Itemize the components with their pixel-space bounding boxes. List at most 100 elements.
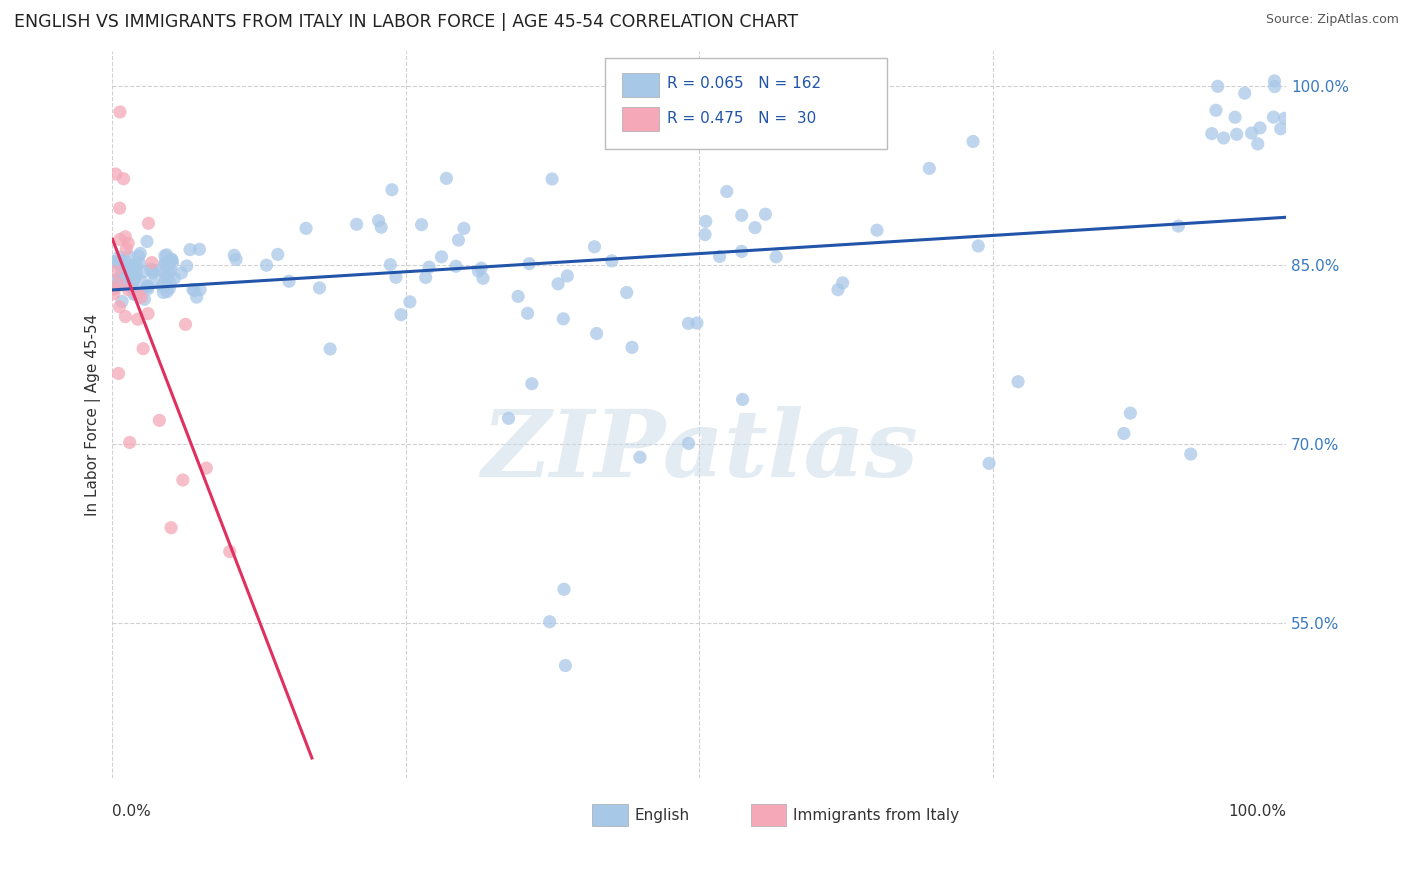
Text: Immigrants from Italy: Immigrants from Italy [793,808,959,822]
Point [104,167,127,181]
Point [183,284,205,298]
Point [162,256,184,270]
Point [108,271,131,285]
Point [470,261,492,276]
Point [176,259,198,273]
Point [418,260,440,274]
Point [1205,103,1227,118]
Point [155,273,177,287]
Point [134,293,156,307]
Point [121,260,143,274]
Point [155,248,177,262]
Point [108,250,131,264]
Point [104,264,127,278]
FancyBboxPatch shape [606,58,887,149]
Point [112,171,135,186]
Point [179,243,201,257]
Point [117,283,139,297]
Point [172,473,194,487]
Point [188,283,211,297]
Point [132,264,155,278]
Point [444,260,467,274]
Point [188,243,211,257]
Point [181,282,204,296]
Point [295,221,318,235]
Point [186,290,208,304]
Point [118,261,141,276]
Point [128,249,150,263]
Point [118,435,141,450]
Point [962,135,984,149]
Point [1206,79,1229,94]
Point [621,340,644,354]
Point [616,285,638,300]
Point [730,244,752,259]
Point [918,161,941,176]
Point [152,285,174,300]
Point [447,233,470,247]
Point [157,266,180,280]
Point [678,436,700,450]
Point [128,256,150,270]
Point [370,220,392,235]
Point [114,253,136,268]
Point [174,318,197,332]
Point [115,260,138,274]
Point [731,208,754,222]
Point [142,276,165,290]
Point [411,218,433,232]
Point [124,268,146,283]
Point [120,276,142,290]
FancyBboxPatch shape [751,805,786,826]
Point [628,450,651,465]
Point [155,256,177,270]
Point [148,413,170,427]
Point [1226,128,1249,142]
Point [136,279,159,293]
Point [155,271,177,285]
Point [389,308,412,322]
Point [115,271,138,285]
Point [125,286,148,301]
Point [110,253,132,268]
Point [436,171,458,186]
Point [146,263,169,277]
Point [472,271,495,285]
Point [163,271,186,285]
Point [127,312,149,326]
Point [367,213,389,227]
Point [108,105,131,120]
Y-axis label: In Labor Force | Age 45-54: In Labor Force | Age 45-54 [86,313,101,516]
Point [136,235,159,249]
Point [385,270,408,285]
Point [114,264,136,278]
Point [114,310,136,324]
Point [160,252,183,266]
Point [555,268,578,283]
Text: 0.0%: 0.0% [112,804,152,819]
Text: ZIPatlas: ZIPatlas [481,406,918,496]
Point [516,306,538,320]
Point [153,267,176,281]
Point [508,289,530,303]
Point [115,242,138,256]
Point [127,287,149,301]
Point [121,280,143,294]
Point [159,263,181,277]
Point [195,461,218,475]
Point [553,311,575,326]
Point [225,252,247,267]
Point [600,253,623,268]
Point [256,258,278,272]
Point [1240,126,1263,140]
Point [467,264,489,278]
Point [967,239,990,253]
Point [121,258,143,272]
Point [278,274,301,288]
Point [103,282,125,296]
Point [117,236,139,251]
Point [1247,136,1270,151]
Point [114,269,136,284]
Point [107,277,129,291]
Point [308,281,330,295]
